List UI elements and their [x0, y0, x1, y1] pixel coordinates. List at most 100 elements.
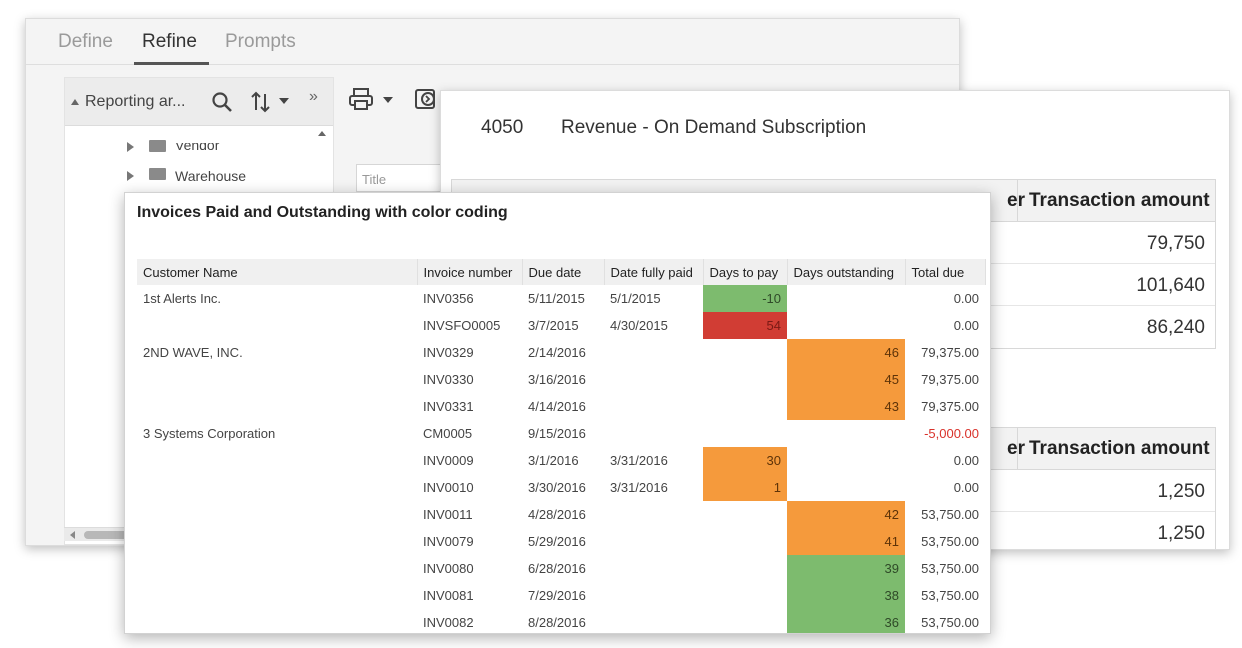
column-header[interactable]: Invoice number [417, 259, 523, 285]
title-field[interactable]: Title [356, 164, 446, 192]
table-row: INV0009 3/1/2016 3/31/2016 30 0.00 [137, 447, 985, 474]
column-header[interactable]: Customer Name [137, 259, 418, 285]
invoice-number-cell: INV0010 [423, 480, 474, 495]
days-outstanding-cell [787, 474, 905, 501]
panel-header: Reporting ar... » [65, 78, 333, 126]
date-fully-paid-cell [604, 555, 703, 582]
customer-name-cell [137, 447, 417, 474]
days-outstanding-cell: 46 [787, 339, 905, 366]
column-header[interactable]: Date fully paid [604, 259, 704, 285]
tree-item-warehouse[interactable]: Warehouse [175, 168, 247, 184]
scroll-left-arrow-icon[interactable] [70, 531, 75, 539]
days-outstanding-cell [787, 447, 905, 474]
print-dropdown-icon[interactable] [383, 97, 393, 103]
collapse-triangle-icon[interactable] [71, 99, 79, 105]
invoice-number-cell: INVSFO0005 [423, 318, 501, 333]
partial-column-header: er [1007, 190, 1025, 211]
date-fully-paid-cell [604, 609, 703, 633]
table-row: INV0081 7/29/2016 38 53,750.00 [137, 582, 985, 609]
invoice-number-cell: INV0330 [423, 372, 474, 387]
customer-name-cell [137, 393, 417, 420]
transaction-amount-header: Transaction amount [1029, 190, 1210, 211]
column-divider [1017, 428, 1018, 470]
print-icon[interactable] [348, 87, 374, 111]
tab-refine[interactable]: Refine [142, 31, 197, 52]
total-due-cell: 79,375.00 [921, 345, 979, 360]
table-row: INV0331 4/14/2016 43 79,375.00 [137, 393, 985, 420]
table-row: INV0080 6/28/2016 39 53,750.00 [137, 555, 985, 582]
due-date-cell: 3/16/2016 [528, 372, 586, 387]
table-row: 1,250 [452, 512, 1215, 549]
tab-define[interactable]: Define [58, 31, 113, 52]
days-outstanding-cell: 41 [787, 528, 905, 555]
date-fully-paid-cell [604, 528, 703, 555]
scroll-up-arrow-icon[interactable] [318, 131, 326, 136]
column-header[interactable]: Total due [905, 259, 986, 285]
folder-icon [149, 168, 166, 180]
expand-panel-icon[interactable]: » [309, 88, 318, 105]
table-row: 1st Alerts Inc. INV0356 5/11/2015 5/1/2015 -… [137, 285, 985, 312]
customer-name-cell [137, 528, 417, 555]
table-row: INV0010 3/30/2016 3/31/2016 1 0.00 [137, 474, 985, 501]
due-date-cell: 5/11/2015 [528, 291, 585, 306]
date-fully-paid-cell: 5/1/2015 [610, 291, 661, 306]
search-icon[interactable] [211, 91, 233, 113]
days-to-pay-cell [703, 501, 787, 528]
days-outstanding-cell [787, 285, 905, 312]
invoice-number-cell: INV0011 [423, 507, 473, 522]
days-to-pay-cell [703, 555, 787, 582]
tree-expand-icon[interactable] [127, 171, 134, 181]
days-to-pay-cell: 54 [703, 312, 787, 339]
invoices-table: Customer Name Invoice number Due date Da… [137, 259, 986, 633]
invoice-number-cell: INV0009 [423, 453, 474, 468]
column-divider [1017, 180, 1018, 222]
days-outstanding-cell: 43 [787, 393, 905, 420]
table-row: INVSFO0005 3/7/2015 4/30/2015 54 0.00 [137, 312, 985, 339]
title-field-placeholder: Title [362, 172, 387, 187]
days-outstanding-cell: 42 [787, 501, 905, 528]
days-outstanding-cell [787, 312, 905, 339]
customer-name-cell [137, 366, 417, 393]
due-date-cell: 3/7/2015 [528, 318, 579, 333]
days-to-pay-cell [703, 366, 787, 393]
date-fully-paid-cell: 3/31/2016 [610, 480, 668, 495]
customer-name-cell [137, 609, 417, 633]
date-fully-paid-cell: 3/31/2016 [610, 453, 668, 468]
account-name: Revenue - On Demand Subscription [561, 117, 867, 138]
days-to-pay-cell [703, 528, 787, 555]
invoices-report-window: Invoices Paid and Outstanding with color… [124, 192, 991, 634]
due-date-cell: 3/30/2016 [528, 480, 586, 495]
due-date-cell: 4/28/2016 [528, 507, 586, 522]
customer-name-cell [137, 501, 417, 528]
invoice-number-cell: INV0356 [423, 291, 474, 306]
invoice-number-cell: INV0079 [423, 534, 474, 549]
invoice-number-cell: INV0082 [423, 615, 474, 630]
date-fully-paid-cell [604, 420, 703, 447]
transaction-amount: 86,240 [1146, 317, 1205, 338]
due-date-cell: 9/15/2016 [528, 426, 586, 441]
report-title: Invoices Paid and Outstanding with color… [137, 204, 508, 221]
due-date-cell: 6/28/2016 [528, 561, 586, 576]
invoice-number-cell: INV0081 [423, 588, 474, 603]
due-date-cell: 5/29/2016 [528, 534, 586, 549]
total-due-cell: 53,750.00 [921, 561, 979, 576]
account-number: 4050 [481, 117, 524, 138]
sort-icon[interactable] [249, 90, 273, 114]
date-fully-paid-cell [604, 366, 703, 393]
table-row: 3 Systems Corporation CM0005 9/15/2016 -5,0… [137, 420, 985, 447]
customer-name-cell [137, 555, 417, 582]
table-header-row: Customer Name Invoice number Due date Da… [137, 259, 986, 285]
column-header[interactable]: Due date [522, 259, 605, 285]
date-fully-paid-cell [604, 501, 703, 528]
sort-dropdown-icon[interactable] [279, 98, 289, 104]
tab-prompts[interactable]: Prompts [225, 31, 296, 52]
export-icon[interactable] [414, 87, 440, 111]
scrollbar-thumb[interactable] [84, 531, 154, 539]
due-date-cell: 7/29/2016 [528, 588, 586, 603]
due-date-cell: 2/14/2016 [528, 345, 586, 360]
column-header[interactable]: Days to pay [703, 259, 788, 285]
column-header[interactable]: Days outstanding [787, 259, 906, 285]
table-row: 2ND WAVE, INC. INV0329 2/14/2016 46 79,375.0… [137, 339, 985, 366]
tree-expand-icon[interactable] [127, 142, 134, 152]
tree-item-vendor[interactable]: Vendor [175, 137, 220, 153]
